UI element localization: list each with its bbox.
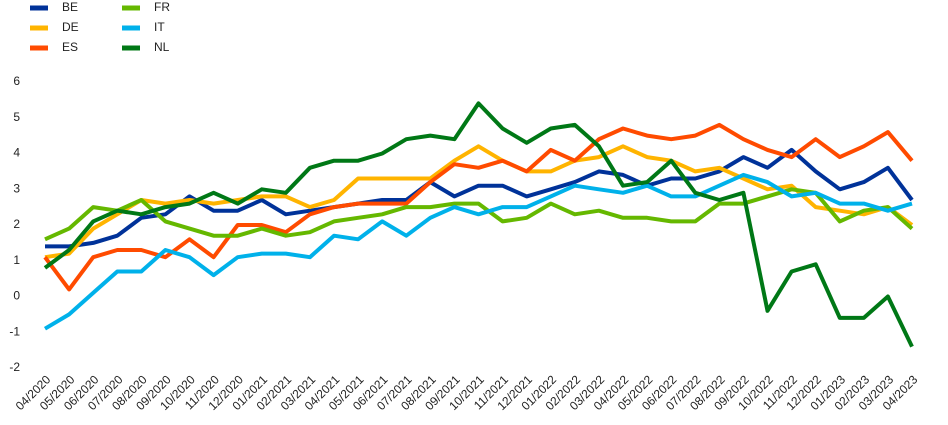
y-tick-label: 1 — [13, 253, 20, 267]
y-tick-label: 6 — [13, 74, 20, 88]
y-tick-label: 4 — [13, 146, 20, 160]
y-tick-label: 3 — [13, 181, 20, 195]
series-line — [44, 187, 914, 242]
y-tick-label: 5 — [13, 110, 20, 124]
series-line — [43, 172, 913, 331]
legend-label: NL — [154, 40, 170, 54]
y-tick-label: -2 — [9, 360, 20, 374]
y-tick-label: 0 — [13, 289, 20, 303]
legend-label: DE — [62, 20, 79, 34]
legend-label: IT — [154, 20, 165, 34]
y-tick-label: 2 — [13, 217, 20, 231]
series-line — [43, 122, 914, 292]
series-line — [45, 147, 914, 249]
legend-label: BE — [62, 0, 78, 14]
legend-label: ES — [62, 40, 78, 54]
y-tick-label: -1 — [9, 324, 20, 338]
legend-label: FR — [154, 0, 170, 14]
series-line — [44, 144, 914, 260]
series-line — [43, 101, 914, 348]
